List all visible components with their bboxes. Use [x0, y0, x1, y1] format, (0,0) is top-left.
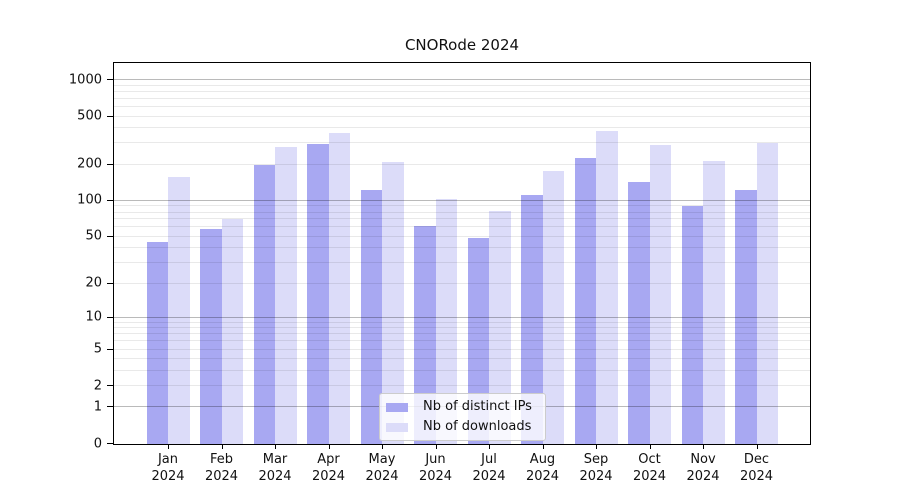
y-tick-label-2: 2 — [93, 378, 102, 394]
y-tick-label-500: 500 — [77, 108, 102, 124]
x-tick-feb-2024 — [221, 444, 223, 449]
gridline-600 — [114, 105, 810, 107]
bar-nb-of-downloads-jan-2024 — [168, 177, 190, 444]
y-tick-label-20: 20 — [85, 275, 102, 291]
y-tick-20 — [107, 282, 113, 284]
y-tick-10 — [107, 316, 113, 318]
gridline-300 — [114, 142, 810, 144]
x-tick-label-jun-2024: Jun 2024 — [418, 452, 453, 484]
bar-nb-of-downloads-may-2024 — [382, 162, 404, 444]
legend-label-nb-of-downloads: Nb of downloads — [423, 419, 532, 434]
bar-nb-of-downloads-dec-2024 — [756, 142, 778, 444]
bar-nb-of-distinct-ips-apr-2024 — [307, 143, 329, 444]
y-tick-label-200: 200 — [77, 156, 102, 172]
plot-area — [113, 62, 811, 445]
bar-nb-of-distinct-ips-sep-2024 — [574, 157, 596, 444]
legend-label-nb-of-distinct-ips: Nb of distinct IPs — [423, 399, 532, 414]
gridline-400 — [114, 127, 810, 129]
x-tick-label-feb-2024: Feb 2024 — [204, 452, 239, 484]
bar-nb-of-downloads-feb-2024 — [221, 218, 243, 444]
bar-nb-of-distinct-ips-mar-2024 — [253, 164, 275, 444]
x-tick-sep-2024 — [596, 444, 597, 449]
bar-nb-of-distinct-ips-oct-2024 — [628, 181, 650, 444]
y-tick-label-1000: 1000 — [68, 72, 102, 88]
x-tick-apr-2024 — [328, 444, 330, 449]
y-tick-label-10: 10 — [85, 309, 102, 325]
y-tick-500 — [107, 115, 113, 117]
bar-nb-of-downloads-mar-2024 — [275, 147, 297, 444]
gridline-900 — [114, 84, 810, 86]
y-tick-50 — [107, 235, 113, 237]
bar-nb-of-distinct-ips-dec-2024 — [735, 190, 757, 444]
legend-row-nb-of-downloads: Nb of downloads — [386, 419, 537, 435]
y-tick-label-1: 1 — [93, 399, 102, 415]
gridline-800 — [114, 90, 810, 92]
legend: Nb of distinct IPs Nb of downloads — [379, 393, 546, 441]
x-tick-oct-2024 — [649, 444, 651, 449]
bar-nb-of-distinct-ips-may-2024 — [360, 189, 382, 444]
y-tick-200 — [107, 163, 113, 165]
bar-nb-of-distinct-ips-feb-2024 — [200, 228, 222, 444]
x-tick-label-jul-2024: Jul 2024 — [472, 452, 506, 484]
y-tick-1 — [107, 406, 113, 408]
legend-row-nb-of-distinct-ips: Nb of distinct IPs — [386, 399, 537, 415]
y-tick-0 — [107, 443, 113, 444]
x-tick-nov-2024 — [703, 444, 704, 449]
bar-nb-of-downloads-apr-2024 — [328, 132, 350, 444]
bar-nb-of-downloads-sep-2024 — [596, 130, 618, 444]
bar-nb-of-downloads-nov-2024 — [703, 161, 725, 444]
x-tick-label-nov-2024: Nov 2024 — [686, 452, 720, 484]
gridline-500 — [114, 115, 810, 117]
x-tick-label-dec-2024: Dec 2024 — [739, 452, 774, 484]
y-tick-label-0: 0 — [93, 436, 102, 451]
x-tick-label-aug-2024: Aug 2024 — [525, 452, 560, 484]
legend-swatch-nb-of-downloads — [386, 422, 408, 432]
bar-nb-of-downloads-oct-2024 — [649, 144, 671, 444]
y-tick-5 — [107, 348, 113, 350]
y-tick-label-50: 50 — [85, 228, 102, 244]
bar-nb-of-downloads-jul-2024 — [489, 210, 511, 444]
bar-nb-of-distinct-ips-jun-2024 — [414, 226, 436, 444]
x-tick-jul-2024 — [489, 444, 490, 449]
x-tick-mar-2024 — [275, 444, 276, 449]
y-tick-100 — [107, 199, 113, 201]
x-tick-aug-2024 — [542, 444, 544, 449]
y-tick-2 — [107, 385, 113, 387]
chart-title: CNORode 2024 — [404, 36, 520, 54]
bar-nb-of-downloads-aug-2024 — [542, 170, 564, 444]
x-tick-jun-2024 — [435, 444, 437, 449]
bar-nb-of-distinct-ips-nov-2024 — [681, 205, 703, 444]
x-tick-label-may-2024: May 2024 — [365, 452, 399, 484]
x-tick-label-jan-2024: Jan 2024 — [151, 452, 185, 484]
bar-nb-of-downloads-jun-2024 — [435, 199, 457, 444]
x-tick-label-oct-2024: Oct 2024 — [632, 452, 667, 484]
x-tick-may-2024 — [382, 444, 383, 449]
x-tick-dec-2024 — [756, 444, 758, 449]
x-tick-label-apr-2024: Apr 2024 — [311, 452, 346, 484]
y-tick-1000 — [107, 79, 113, 81]
x-tick-jan-2024 — [168, 444, 169, 449]
bar-nb-of-distinct-ips-jan-2024 — [146, 241, 168, 444]
y-tick-label-5: 5 — [93, 341, 102, 357]
y-tick-label-100: 100 — [77, 192, 102, 208]
x-tick-label-sep-2024: Sep 2024 — [579, 452, 613, 484]
bar-nb-of-distinct-ips-jul-2024 — [467, 238, 489, 444]
gridline-700 — [114, 97, 810, 99]
bar-nb-of-distinct-ips-aug-2024 — [521, 194, 543, 444]
legend-swatch-nb-of-distinct-ips — [386, 402, 408, 412]
x-tick-label-mar-2024: Mar 2024 — [258, 452, 292, 484]
gridline-1000 — [114, 79, 810, 81]
